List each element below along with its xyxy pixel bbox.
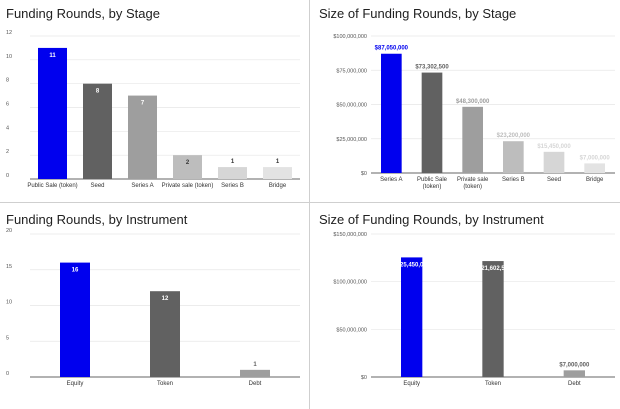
- data-label: 16: [72, 268, 79, 274]
- x-tick-label: Bridge: [586, 177, 604, 183]
- y-tick-label: 0: [6, 371, 9, 377]
- y-tick-label: 15: [6, 264, 12, 270]
- x-tick-label: Equity: [403, 381, 420, 387]
- y-tick-label: $0: [361, 375, 367, 381]
- chart-panel-size-by-stage: Size of Funding Rounds, by Stage $0 $25,0…: [313, 0, 620, 200]
- data-label: $15,450,000: [537, 144, 571, 150]
- x-tick-label: Public Sale: [417, 177, 448, 183]
- chart-panel-rounds-by-stage: Funding Rounds, by Stage 0 2 4 6 8 10 12 11 Publ…: [0, 0, 306, 200]
- bar-public-sale-token: [38, 47, 67, 179]
- horizontal-divider: [0, 202, 620, 203]
- y-tick-label: $100,000,000: [333, 34, 367, 40]
- data-label: 7: [141, 101, 145, 107]
- chart-panel-rounds-by-instrument: Funding Rounds, by Instrument 0 5 10 15 20 16…: [0, 206, 306, 409]
- x-tick-label: Debt: [249, 381, 262, 387]
- x-tick-label: Equity: [67, 381, 84, 387]
- data-label: $7,000,000: [580, 155, 611, 161]
- bar-equity: [60, 262, 90, 377]
- data-label: 12: [162, 296, 169, 302]
- data-label: 1: [231, 159, 235, 165]
- x-tick-label: (token): [463, 184, 482, 190]
- chart-panel-size-by-instrument: Size of Funding Rounds, by Instrument $0…: [313, 206, 620, 409]
- x-tick-label: Private sale (token): [162, 183, 214, 189]
- bar-chart-rounds-by-instrument: 0 5 10 15 20 16 Equity 12 Token 1 Debt: [6, 228, 300, 387]
- x-tick-label: Seed: [90, 183, 104, 189]
- x-tick-label: Series A: [380, 177, 402, 183]
- data-label: $23,200,000: [497, 133, 531, 139]
- bar-token: [150, 291, 180, 377]
- x-tick-label: Public Sale (token): [27, 183, 77, 189]
- y-tick-label: 2: [6, 149, 9, 155]
- bar-private-sale-token: [173, 155, 202, 179]
- bar-equity: [401, 257, 423, 377]
- data-label: 1: [253, 362, 257, 368]
- bar-seed: [83, 83, 112, 179]
- bar-series-b: [218, 167, 247, 179]
- data-label: $48,300,000: [456, 99, 490, 105]
- x-tick-label: Series B: [502, 177, 525, 183]
- chart-title: Size of Funding Rounds, by Stage: [319, 6, 517, 21]
- bar-seed: [543, 151, 565, 173]
- x-tick-label: Seed: [547, 177, 561, 183]
- x-tick-label: Token: [485, 381, 501, 387]
- bar-private-sale-token: [462, 106, 483, 173]
- y-tick-label: $150,000,000: [333, 232, 367, 238]
- y-tick-label: 4: [6, 125, 9, 131]
- data-label: $73,302,500: [415, 65, 449, 71]
- y-tick-label: $50,000,000: [336, 327, 367, 333]
- y-tick-label: $25,000,000: [336, 137, 367, 143]
- y-tick-label: $0: [361, 171, 367, 177]
- x-tick-label: (token): [423, 184, 442, 190]
- x-tick-label: Series B: [221, 183, 244, 189]
- bar-bridge: [263, 167, 292, 179]
- chart-title: Funding Rounds, by Instrument: [6, 212, 188, 227]
- bar-series-b: [503, 141, 524, 173]
- data-label: 2: [186, 160, 190, 166]
- bar-series-a: [128, 95, 157, 179]
- y-tick-label: 20: [6, 228, 12, 234]
- vertical-divider: [309, 0, 310, 409]
- y-tick-label: $50,000,000: [336, 103, 367, 109]
- chart-title: Size of Funding Rounds, by Instrument: [319, 212, 544, 227]
- chart-title: Funding Rounds, by Stage: [6, 6, 160, 21]
- y-tick-label: 6: [6, 102, 9, 108]
- bar-public-sale-token: [421, 72, 443, 173]
- y-tick-label: 5: [6, 335, 9, 341]
- y-tick-label: 8: [6, 78, 9, 84]
- data-label: $125,450,000: [393, 262, 430, 268]
- y-tick-label: 10: [6, 300, 12, 306]
- x-tick-label: Token: [157, 381, 173, 387]
- y-tick-label: $75,000,000: [336, 68, 367, 74]
- data-label: 8: [96, 89, 100, 95]
- y-tick-label: $100,000,000: [333, 280, 367, 286]
- bar-debt: [240, 369, 270, 377]
- data-label: 11: [49, 53, 56, 59]
- bar-chart-size-by-stage: $0 $25,000,000 $50,000,000 $75,000,000 $100,…: [333, 34, 615, 190]
- bar-chart-size-by-instrument: $0 $50,000,000 $100,000,000 $150,000,000 $12…: [333, 232, 615, 387]
- x-tick-label: Series A: [131, 183, 153, 189]
- bar-bridge: [584, 163, 605, 173]
- x-tick-label: Debt: [568, 381, 581, 387]
- data-label: $7,000,000: [559, 362, 590, 368]
- x-tick-label: Private sale: [457, 177, 489, 183]
- bar-debt: [563, 370, 585, 377]
- bar-token: [482, 261, 504, 377]
- y-tick-label: 12: [6, 30, 12, 36]
- x-tick-label: Bridge: [269, 183, 287, 189]
- bar-series-a: [381, 53, 402, 173]
- data-label: $87,050,000: [375, 46, 409, 52]
- data-label: 1: [276, 159, 280, 165]
- data-label: $121,602,500: [475, 266, 512, 272]
- y-tick-label: 10: [6, 54, 12, 60]
- y-tick-label: 0: [6, 173, 9, 179]
